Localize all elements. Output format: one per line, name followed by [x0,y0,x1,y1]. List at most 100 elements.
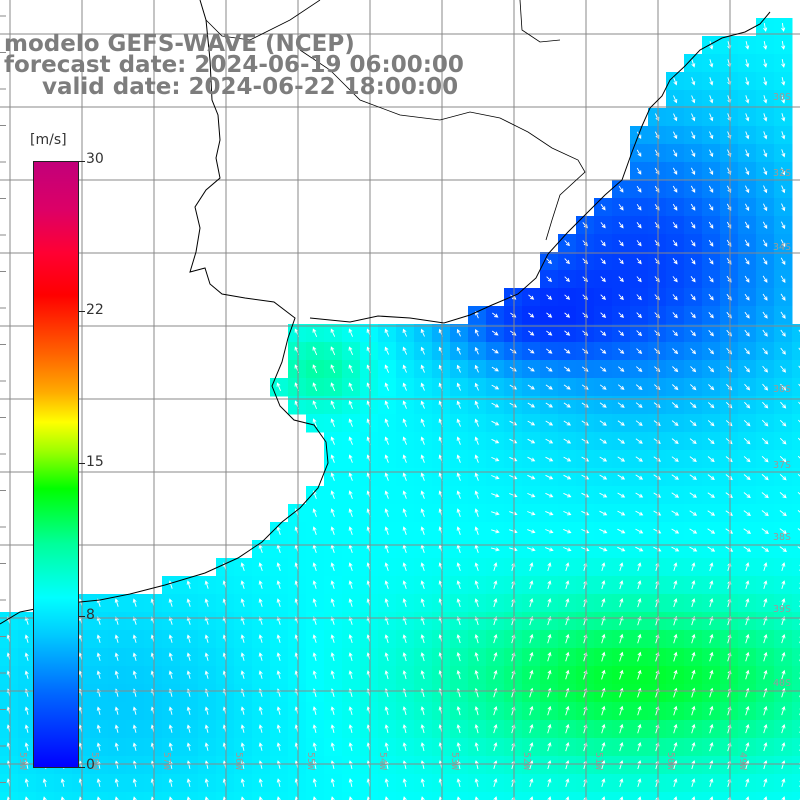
wind-arrow [671,510,680,516]
wind-speed-cell [792,414,800,433]
wind-arrow [689,420,697,427]
wind-speed-cell [792,378,800,397]
wind-arrow [420,490,425,499]
wind-speed-cell [18,792,37,800]
wind-arrow [168,616,173,625]
wind-arrow [617,492,626,498]
wind-arrow [529,580,534,590]
wind-arrow [563,366,571,372]
wind-arrow [348,454,353,463]
wind-arrow [563,384,571,390]
wind-arrow [420,598,425,608]
wind-speed-cell [252,792,271,800]
wind-arrow [600,222,606,229]
wind-arrow [114,706,119,715]
wind-arrow [708,348,715,355]
wind-arrow [637,669,642,680]
wind-arrow [420,508,425,517]
wind-arrow [402,418,407,427]
wind-arrow [348,382,354,391]
wind-arrow [402,706,407,716]
wind-arrow [474,436,479,445]
wind-speed-cell [414,792,433,800]
wind-speed-cell [792,792,800,800]
wind-arrow [780,257,786,266]
wind-arrow [601,723,606,734]
wind-arrow [637,580,642,590]
wind-arrow [545,547,554,552]
wind-arrow [456,724,461,734]
wind-arrow [204,778,209,787]
wind-arrow [781,669,786,680]
wind-arrow [690,203,696,211]
wind-arrow [619,651,624,662]
wind-arrow [762,311,768,319]
wind-arrow [781,95,786,104]
wind-arrow [258,796,263,800]
wind-arrow [96,670,101,679]
wind-arrow [564,276,570,282]
wind-arrow [618,185,624,193]
wind-arrow [384,472,389,481]
wind-arrow [348,328,354,337]
wind-speed-cell [648,792,667,800]
wind-arrow [708,257,714,265]
wind-arrow [491,456,500,462]
wind-arrow [743,546,752,552]
wind-arrow [384,760,389,770]
wind-arrow [599,510,608,516]
wind-speed-cell [792,486,800,505]
wind-arrow [330,418,335,427]
wind-arrow [726,347,733,355]
wind-arrow [762,293,768,301]
wind-arrow [348,724,353,734]
wind-arrow [456,526,461,535]
wind-arrow [601,796,606,800]
wind-arrow [618,348,625,354]
wind-arrow [312,598,317,607]
wind-arrow [527,492,536,498]
wind-arrow [330,724,335,734]
wind-arrow [762,257,768,265]
wind-arrow [798,365,800,372]
wind-arrow [599,402,607,408]
wind-arrow [617,546,626,552]
wind-arrow [617,438,625,444]
wind-arrow [689,384,697,391]
wind-arrow [493,706,498,716]
wind-arrow [763,598,768,608]
wind-speed-cell [774,792,793,800]
wind-arrow [637,633,642,644]
wind-arrow [743,474,751,481]
wind-arrow [384,436,389,445]
wind-arrow [691,598,696,608]
wind-arrow [600,276,606,283]
wind-arrow [619,580,624,590]
wind-arrow [780,383,787,391]
wind-arrow [744,221,750,229]
wind-arrow [565,741,570,752]
wind-arrow [762,275,768,283]
wind-arrow [762,365,769,373]
wind-arrow [204,580,209,589]
wind-arrow [637,760,642,770]
wind-arrow [763,113,768,122]
wind-arrow [635,402,643,408]
title-model: modelo GEFS-WAVE (NCEP) [4,31,355,57]
wind-arrow [547,562,552,572]
wind-arrow [384,670,389,680]
wind-arrow [745,778,750,788]
wind-speed-cell [342,792,361,800]
wind-arrow [456,778,461,788]
lon-label: 50W [665,752,676,771]
wind-arrow [619,760,624,770]
wind-arrow [744,275,750,283]
wind-arrow [636,348,643,355]
wind-arrow [709,705,714,716]
longitude-labels: 59W 58W 57W 56W 55W 54W 53W 52W 51W 50W … [17,752,748,771]
wind-speed-cell [162,792,181,800]
colorbar-tick-mark [79,616,85,617]
wind-arrow [563,402,571,408]
wind-arrow [456,382,461,391]
